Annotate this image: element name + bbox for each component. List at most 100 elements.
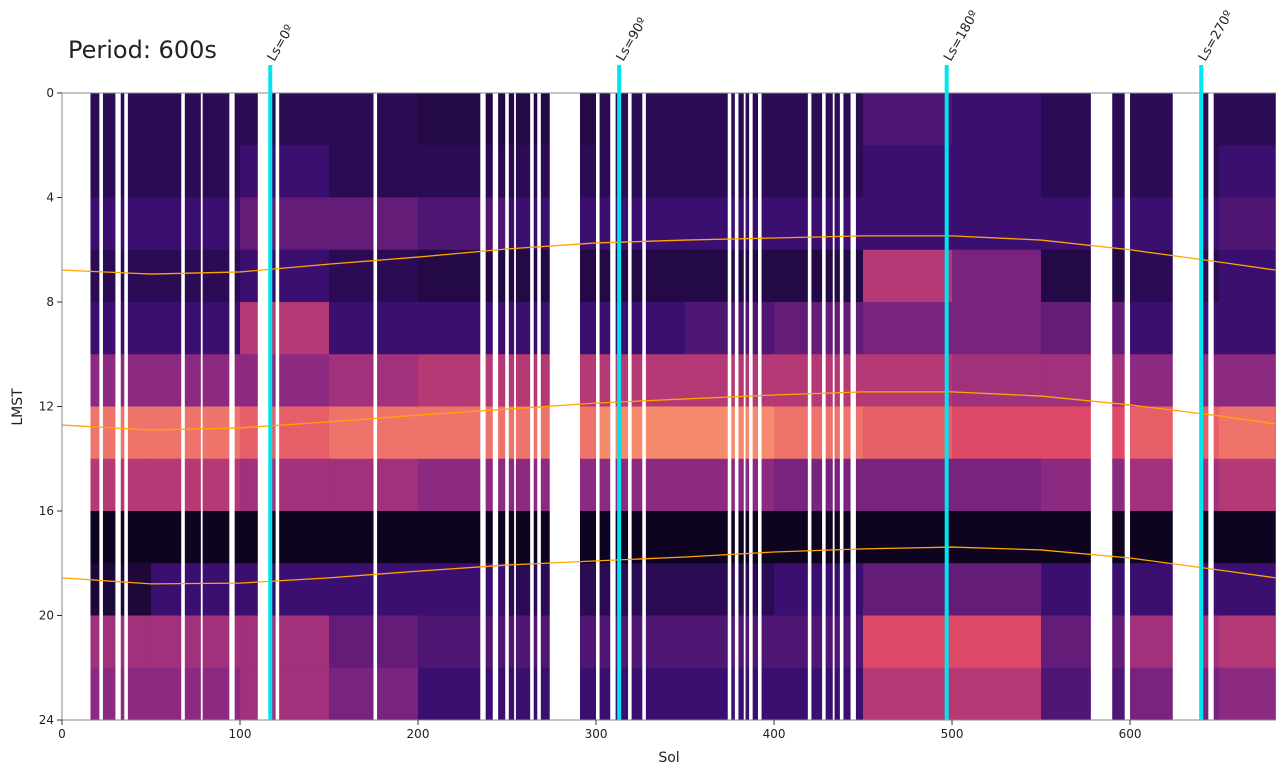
heatmap-cell [1219, 197, 1276, 251]
heatmap-cell [863, 302, 953, 355]
data-gap [743, 93, 746, 720]
data-gap [1124, 93, 1131, 720]
data-gap [642, 93, 646, 720]
heatmap-cell [240, 302, 330, 355]
data-gap [99, 93, 103, 720]
heatmap-cell [863, 511, 953, 564]
data-gap [807, 93, 812, 720]
heatmap-cell [863, 667, 953, 720]
data-gap [749, 93, 753, 720]
heatmap-cell [1219, 511, 1276, 564]
data-gap [727, 93, 732, 720]
heatmap-cell [1041, 354, 1131, 407]
y-axis-label: LMST [10, 388, 26, 426]
heatmap-cell [151, 93, 241, 146]
x-tick-label: 600 [1119, 727, 1142, 741]
chart-title: Period: 600s [68, 36, 217, 64]
heatmap-cell [952, 406, 1042, 460]
x-tick-label: 200 [407, 727, 430, 741]
heatmap-cell [774, 667, 864, 720]
heatmap-cell [1041, 249, 1131, 303]
heatmap-cell [1219, 406, 1276, 460]
heatmap-cell [952, 615, 1042, 669]
heatmap-cell [240, 563, 330, 616]
heatmap-cell [1041, 615, 1131, 669]
heatmap-cell [774, 302, 864, 355]
data-gap [492, 93, 499, 720]
heatmap-cell [240, 197, 330, 251]
heatmap-cell [596, 145, 686, 198]
data-gap [200, 93, 203, 720]
x-tick-label: 400 [763, 727, 786, 741]
heatmap-cell [952, 563, 1042, 616]
heatmap-cell [1041, 458, 1131, 512]
data-gap [257, 93, 269, 720]
x-tick-label: 100 [229, 727, 252, 741]
heatmap-cell [418, 458, 508, 512]
heatmap-cell [151, 406, 241, 460]
heatmap-cell [774, 511, 864, 564]
heatmap-cell [596, 406, 686, 460]
season-label: Ls=0º [265, 22, 298, 64]
y-tick-label: 16 [39, 504, 54, 518]
heatmap-cell [151, 615, 241, 669]
data-gap [530, 93, 534, 720]
heatmap-cell [774, 615, 864, 669]
heatmap-cell [774, 354, 864, 407]
heatmap-cell [596, 249, 686, 303]
heatmap-cell [952, 197, 1042, 251]
data-gap [734, 93, 739, 720]
heatmap-cell [596, 563, 686, 616]
x-tick-label: 300 [585, 727, 608, 741]
heatmap-cell [1219, 249, 1276, 303]
heatmap-cell [418, 615, 508, 669]
data-gap [758, 93, 762, 720]
heatmap-cell [151, 354, 241, 407]
heatmap-cell [151, 249, 241, 303]
data-gap [373, 93, 378, 720]
heatmap-cell [1219, 615, 1276, 669]
data-gap [1172, 93, 1200, 720]
heatmap-cell [863, 458, 953, 512]
data-gap [628, 93, 632, 720]
heatmap-cell [596, 615, 686, 669]
heatmap-cell [863, 615, 953, 669]
heatmap-cell [418, 511, 508, 564]
heatmap-cell [1041, 406, 1131, 460]
season-label: Ls=180º [941, 8, 982, 64]
heatmap-cell [863, 406, 953, 460]
heatmap-cell [1219, 302, 1276, 355]
heatmap-cell [240, 667, 330, 720]
heatmap-cell [774, 93, 864, 146]
y-tick-label: 4 [46, 191, 54, 205]
heatmap-cell [151, 197, 241, 251]
heatmap-cell [774, 563, 864, 616]
heatmap-cell [1219, 354, 1276, 407]
heatmap-cell [863, 197, 953, 251]
data-gap [115, 93, 121, 720]
heatmap-cell [418, 354, 508, 407]
heatmap-cell [151, 145, 241, 198]
heatmap-cell [952, 458, 1042, 512]
data-gap [822, 93, 826, 720]
heatmap-cell [863, 145, 953, 198]
heatmap-cell [418, 406, 508, 460]
heatmap-cell [596, 667, 686, 720]
heatmap-cell [240, 458, 330, 512]
heatmap-cell [418, 249, 508, 303]
heatmap-cell [952, 145, 1042, 198]
heatmap-cell [952, 511, 1042, 564]
data-gap [275, 93, 280, 720]
data-gap [181, 93, 185, 720]
heatmap-cell [774, 406, 864, 460]
heatmap-cell [240, 406, 330, 460]
heatmap-cell [418, 145, 508, 198]
heatmap-cell [151, 563, 241, 616]
heatmap-cell [1041, 511, 1131, 564]
heatmap-cell [240, 511, 330, 564]
data-gap [850, 93, 856, 720]
heatmap-cell [596, 93, 686, 146]
data-gap [229, 93, 235, 720]
heatmap-cell [596, 511, 686, 564]
